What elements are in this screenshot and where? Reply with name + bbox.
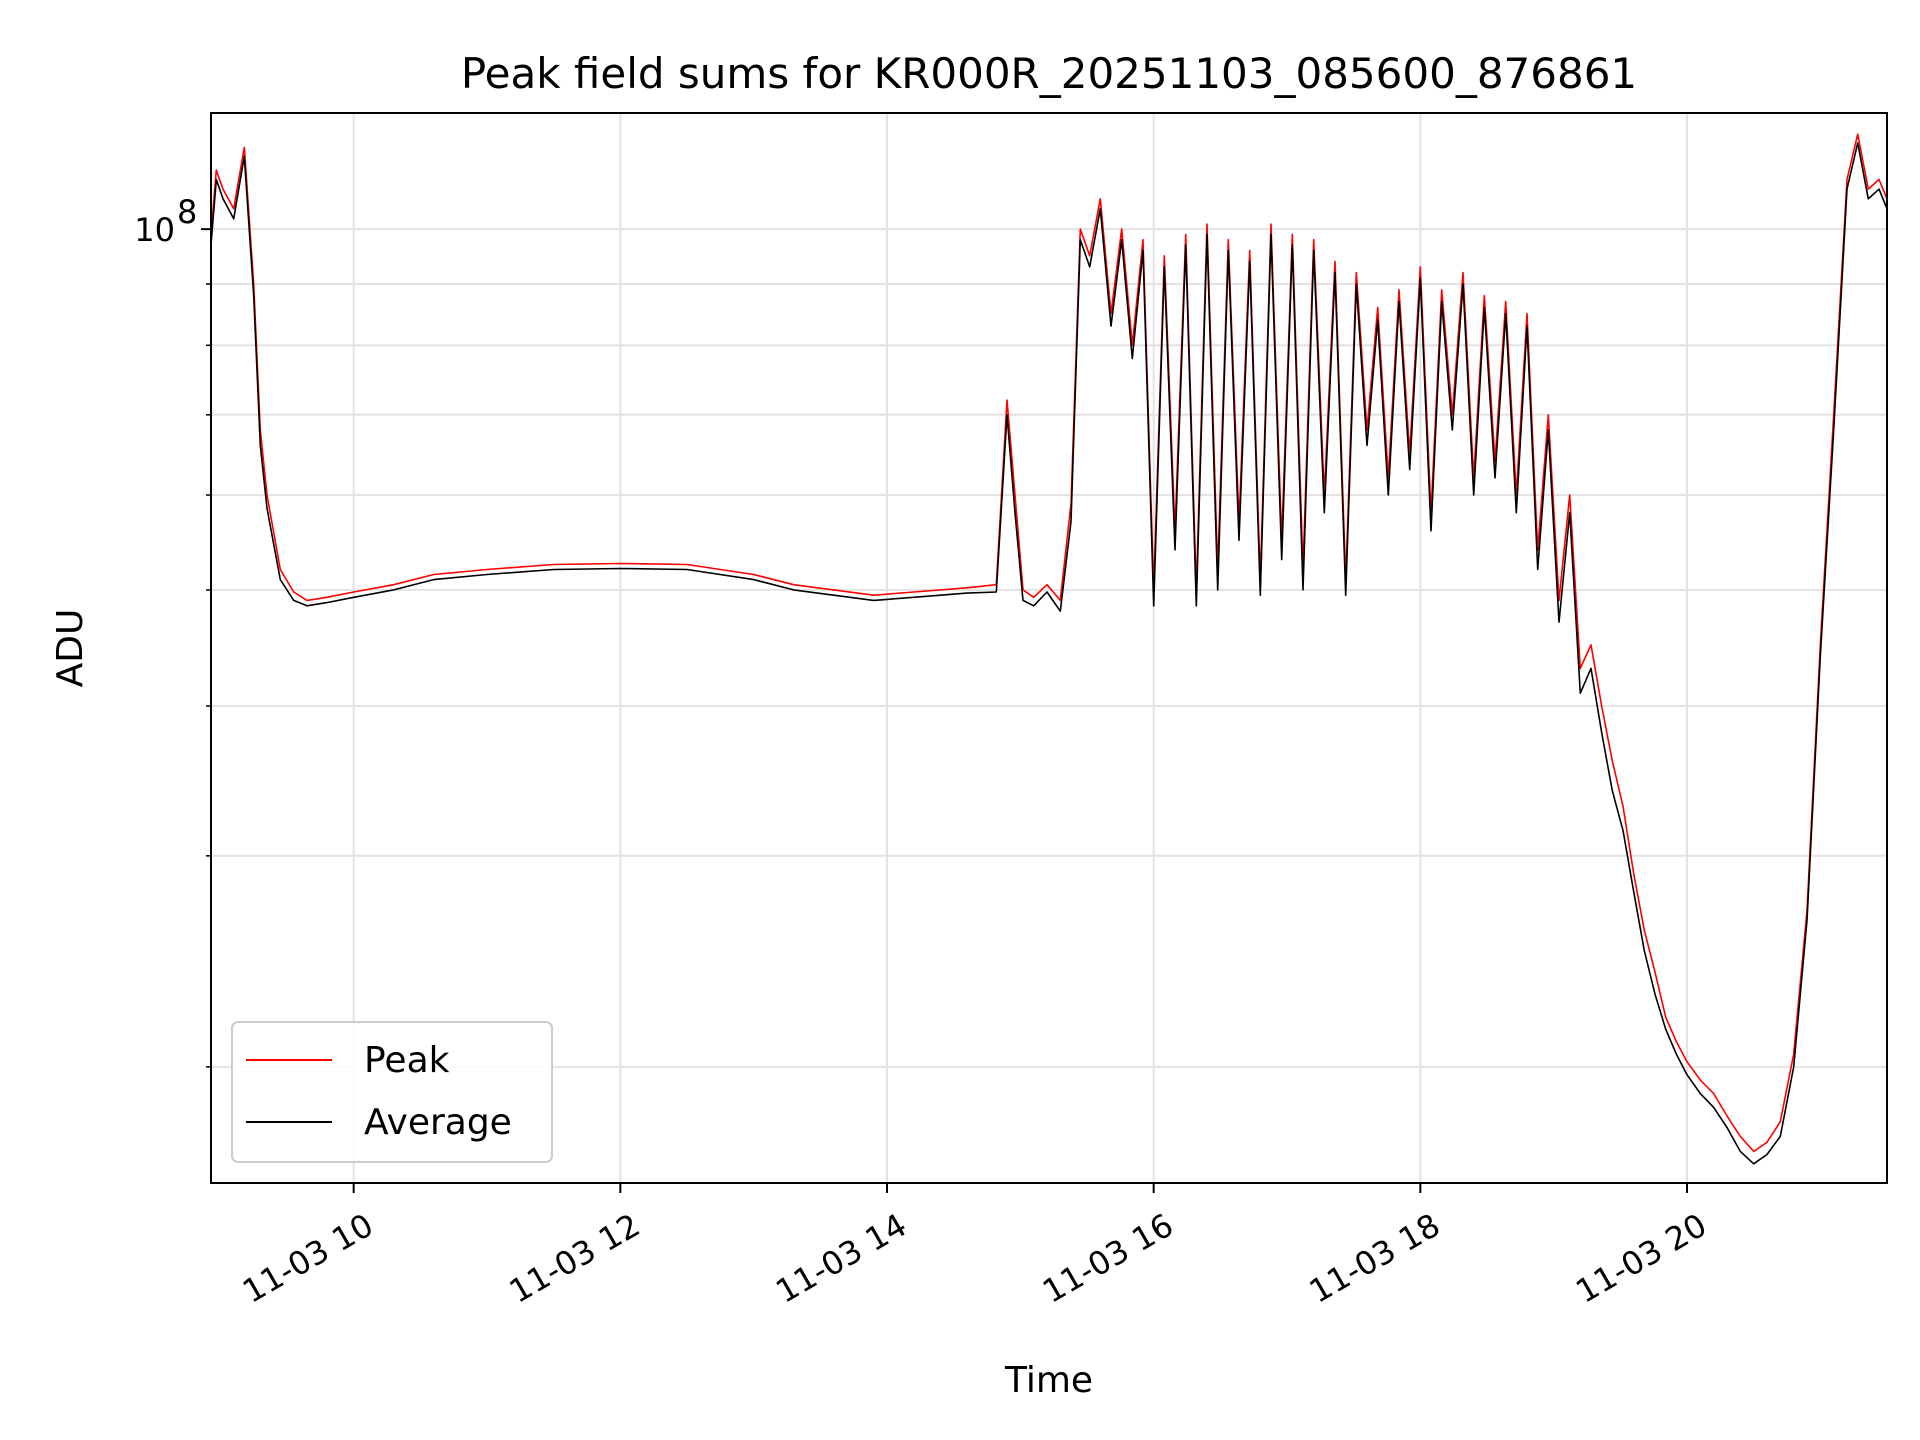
y-tick-label-exponent: 8 bbox=[177, 193, 197, 231]
series-line-peak bbox=[210, 133, 1888, 1153]
y-axis: 10 8 bbox=[134, 193, 211, 1068]
legend: Peak Average bbox=[231, 1021, 553, 1163]
legend-box bbox=[231, 1021, 553, 1163]
legend-peak-label: Peak bbox=[364, 1040, 450, 1081]
y-tick-label: 10 bbox=[134, 211, 175, 249]
series-layer bbox=[210, 133, 1888, 1165]
plot-frame bbox=[210, 112, 1888, 1184]
x-axis-label: Time bbox=[1004, 1360, 1093, 1401]
chart-title: Peak field sums for KR000R_20251103_0856… bbox=[461, 49, 1637, 98]
legend-average-label: Average bbox=[364, 1102, 512, 1143]
grid bbox=[211, 113, 1887, 1183]
y-axis-label: ADU bbox=[50, 609, 91, 688]
series-line-average bbox=[210, 142, 1888, 1165]
y-tick-label-base: 10 bbox=[134, 211, 175, 249]
